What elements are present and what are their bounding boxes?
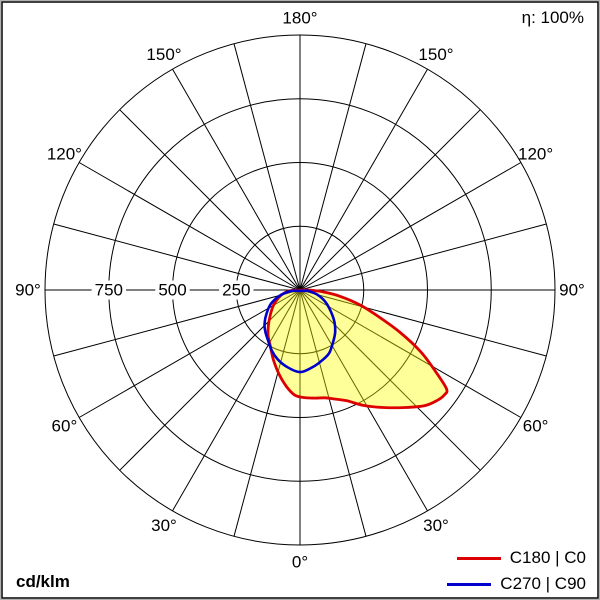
grid-spoke-300 bbox=[78, 289, 301, 418]
angle-label-120-left: 120° bbox=[47, 145, 82, 164]
legend-label-c270-c90: C270 | C90 bbox=[500, 574, 586, 593]
series-curve-0 bbox=[266, 288, 449, 410]
angle-label-150-right: 150° bbox=[418, 45, 453, 64]
tick-label-bg bbox=[219, 280, 254, 300]
legend: C180 | C0 C270 | C90 bbox=[447, 546, 586, 596]
grid-spoke-240 bbox=[78, 162, 301, 291]
legend-item-c270-c90: C270 | C90 bbox=[447, 572, 586, 596]
angle-label-90-left: 90° bbox=[15, 281, 41, 300]
angle-label-60-left: 60° bbox=[52, 417, 78, 436]
grid-spoke-60 bbox=[299, 289, 522, 418]
red-curve-swatch bbox=[456, 556, 501, 560]
grid-spoke-120 bbox=[299, 162, 522, 291]
grid-spoke-30 bbox=[299, 289, 428, 512]
grid-spoke-285 bbox=[53, 289, 301, 357]
tick-label-bg bbox=[155, 280, 190, 300]
grid-spoke-330 bbox=[172, 289, 301, 512]
grid-spoke-195 bbox=[233, 43, 301, 291]
grid-spoke-150 bbox=[299, 68, 428, 291]
legend-item-c180-c0: C180 | C0 bbox=[456, 546, 586, 570]
angle-label-30-left: 30° bbox=[151, 516, 177, 535]
radial-tick-label-500: 500 bbox=[158, 281, 186, 300]
grid-spoke-210 bbox=[172, 68, 301, 291]
grid-spoke-345 bbox=[233, 289, 301, 537]
unit-label: cd/klm bbox=[16, 572, 70, 591]
angle-label-180-right: 180° bbox=[282, 9, 317, 28]
grid-spoke-225 bbox=[119, 109, 301, 291]
angle-label-0-right: 0° bbox=[292, 553, 308, 572]
angle-label-30-right: 30° bbox=[423, 516, 449, 535]
series-curve-1 bbox=[263, 289, 337, 374]
blue-curve-swatch bbox=[447, 582, 492, 586]
grid-spoke-105 bbox=[299, 223, 547, 291]
angle-label-120-right: 120° bbox=[518, 145, 553, 164]
angle-label-90-right: 90° bbox=[559, 281, 585, 300]
angle-label-60-right: 60° bbox=[523, 417, 549, 436]
grid-spoke-15 bbox=[299, 289, 367, 537]
radial-tick-label-250: 250 bbox=[222, 281, 250, 300]
angle-label-150-left: 150° bbox=[146, 45, 181, 64]
grid-spoke-135 bbox=[299, 109, 481, 291]
grid-spoke-45 bbox=[299, 289, 481, 471]
grid-spoke-165 bbox=[299, 43, 367, 291]
efficiency-label: η: 100% bbox=[521, 8, 584, 27]
grid-spoke-75 bbox=[299, 289, 547, 357]
radial-tick-label-750: 750 bbox=[95, 281, 123, 300]
tick-label-bg bbox=[91, 280, 126, 300]
legend-label-c180-c0: C180 | C0 bbox=[509, 548, 586, 567]
grid-spoke-255 bbox=[53, 223, 301, 291]
